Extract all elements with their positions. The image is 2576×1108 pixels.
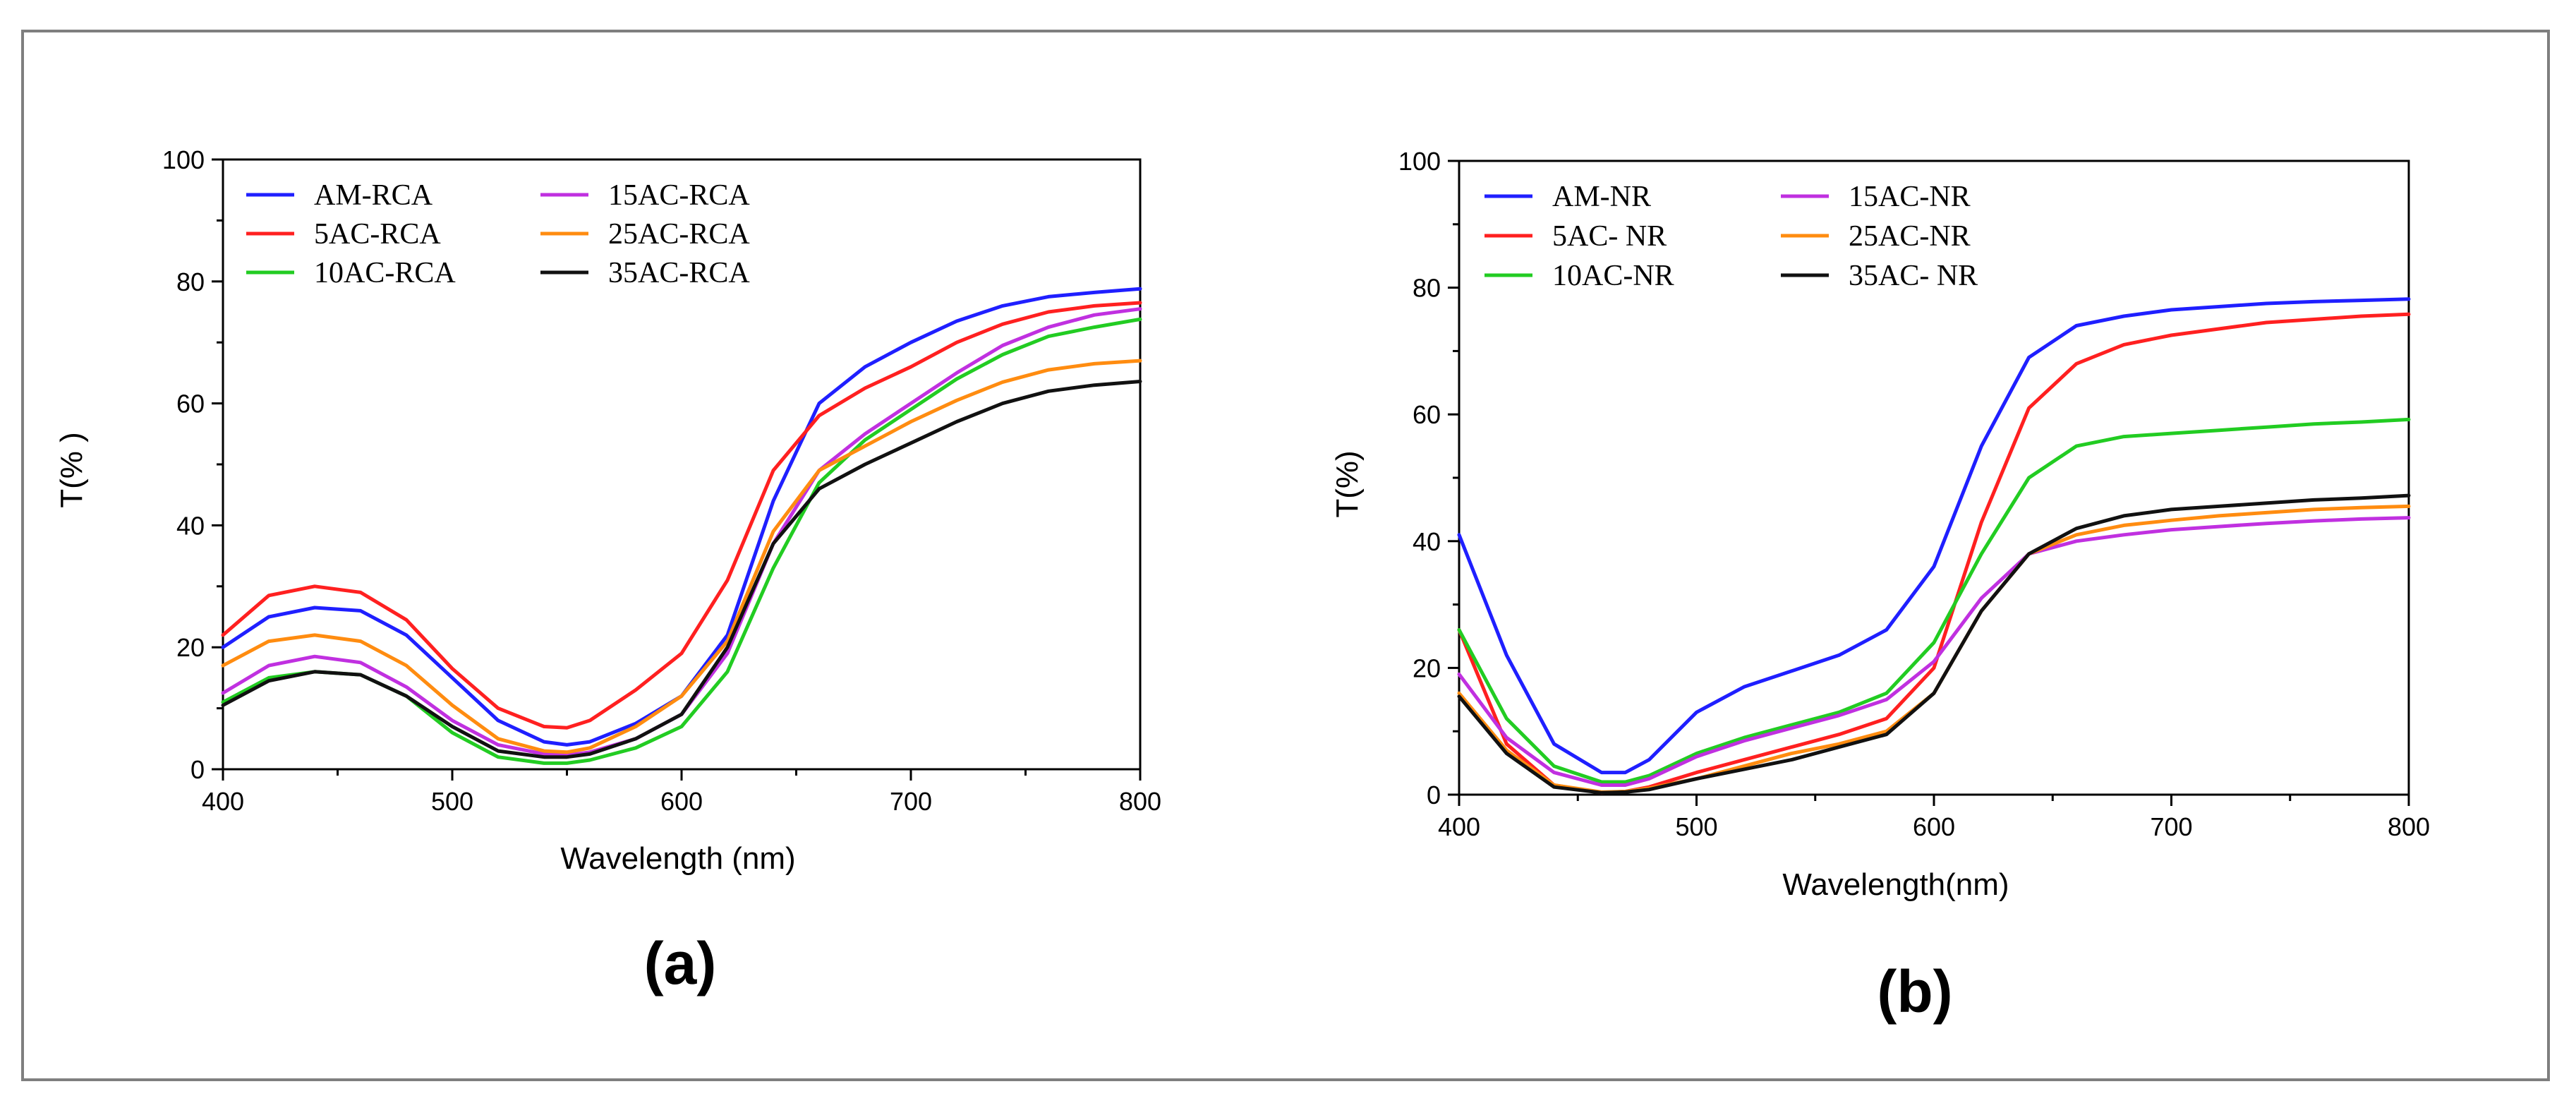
chart-a-plot-frame — [222, 158, 1142, 771]
chart-b-y-tick-label: 0 — [1427, 781, 1441, 809]
chart-b-y-tick-label: 60 — [1413, 400, 1441, 429]
chart-a-x-tick-label: 800 — [1119, 787, 1161, 816]
chart-a-x-tick-label: 500 — [431, 787, 473, 816]
chart-a-legend: AM-RCA 5AC-RCA 10AC-RCA 15AC-RCA 25AC-RCA 35A… — [246, 179, 750, 289]
chart-b-x-tick-label: 800 — [2388, 812, 2430, 841]
chart-a-legend-label: 10AC-RCA — [314, 257, 456, 289]
chart-a-y-axis-title: T(% ) — [54, 432, 89, 508]
chart-b-y-axis-title: T(%) — [1330, 450, 1365, 517]
chart-panel-a: T(% ) Wavelength (nm) (a) AM-RCA 5AC-RCA 1… — [54, 145, 1161, 996]
chart-b-y-tick-label: 100 — [1398, 147, 1441, 176]
chart-b-legend-label: 5AC- NR — [1552, 220, 1667, 253]
chart-a-y-tick-label: 0 — [191, 755, 205, 784]
chart-b-legend-label: 10AC-NR — [1552, 260, 1674, 292]
chart-a-x-tick-label: 600 — [660, 787, 703, 816]
chart-a-series-line-2 — [221, 301, 1142, 730]
chart-panel-b: T(%) Wavelength(nm) (b) AM-NR 5AC- NR 10AC… — [1330, 147, 2430, 1025]
chart-a-y-tick-label: 60 — [176, 390, 205, 418]
chart-a-x-tick-label: 700 — [890, 787, 932, 816]
chart-a-y-tick-label: 40 — [176, 511, 205, 540]
figure-canvas: T(% ) Wavelength (nm) (a) AM-RCA 5AC-RCA 1… — [54, 145, 2430, 1025]
chart-a-series-line-6 — [221, 380, 1142, 759]
chart-b-y-tick-label: 80 — [1413, 274, 1441, 303]
chart-a-y-tick-label: 100 — [162, 145, 205, 174]
chart-b-series-line-4 — [1457, 516, 2411, 787]
chart-a-y-tick-label: 20 — [176, 633, 205, 662]
chart-b-x-tick-label: 700 — [2150, 812, 2192, 841]
chart-b-x-tick-label: 600 — [1913, 812, 1955, 841]
chart-a-legend-label: 15AC-RCA — [608, 179, 750, 212]
chart-a-legend-label: 25AC-RCA — [608, 218, 750, 251]
chart-b-series-line-6 — [1457, 493, 2411, 795]
chart-b-x-axis-title: Wavelength(nm) — [1782, 867, 2009, 902]
chart-b-legend-label: AM-NR — [1552, 181, 1651, 213]
chart-b-plot-frame — [1458, 159, 2410, 796]
chart-a-x-tick-label: 400 — [202, 787, 244, 816]
chart-b-legend-label: 35AC- NR — [1849, 260, 1978, 292]
chart-b-x-tick-label: 500 — [1675, 812, 1717, 841]
chart-a-legend-label: 5AC-RCA — [314, 218, 441, 251]
chart-b-legend-label: 25AC-NR — [1849, 220, 1971, 253]
chart-a-legend-label: AM-RCA — [314, 179, 433, 212]
figure-frame: T(% ) Wavelength (nm) (a) AM-RCA 5AC-RCA 1… — [21, 30, 2550, 1081]
chart-b-y-tick-label: 40 — [1413, 527, 1441, 556]
chart-b-series-line-5 — [1457, 504, 2411, 794]
chart-b-series-line-2 — [1457, 312, 2411, 795]
chart-b-x-tick-label: 400 — [1438, 812, 1480, 841]
chart-a-series-line-4 — [221, 307, 1142, 757]
chart-b-legend-label: 15AC-NR — [1849, 181, 1971, 213]
chart-a-y-tick-label: 80 — [176, 267, 205, 296]
chart-a-legend-label: 35AC-RCA — [608, 257, 750, 289]
chart-a-x-axis-title: Wavelength (nm) — [560, 841, 795, 876]
chart-b-y-tick-label: 20 — [1413, 654, 1441, 682]
chart-b-panel-label: (b) — [1877, 958, 1952, 1025]
chart-a-series-line-5 — [221, 359, 1142, 754]
chart-b-series-line-3 — [1457, 417, 2411, 784]
chart-b-series-line-1 — [1457, 297, 2411, 775]
chart-b-legend: AM-NR 5AC- NR 10AC-NR 15AC-NR 25AC-NR 35AC- N… — [1484, 181, 1978, 292]
chart-a-panel-label: (a) — [644, 930, 717, 996]
